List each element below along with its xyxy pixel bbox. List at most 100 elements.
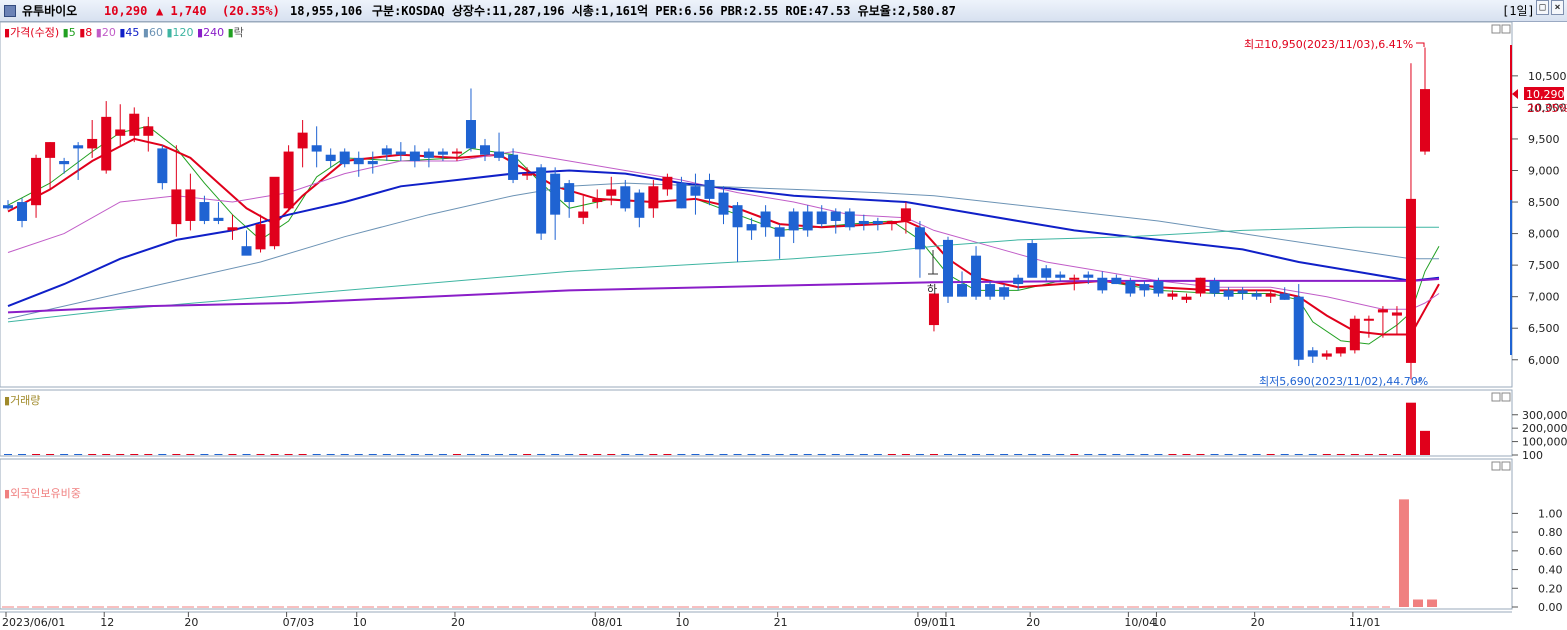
candle-body xyxy=(788,211,799,231)
close-button[interactable]: × xyxy=(1551,0,1564,15)
candle-body xyxy=(634,192,645,218)
candle-body xyxy=(1069,277,1080,280)
volume-bar xyxy=(1042,454,1051,455)
volume-bar xyxy=(158,454,167,455)
candle-body xyxy=(886,220,897,225)
price-tick-label: 7,000 xyxy=(1528,291,1560,304)
x-tick-label: 20 xyxy=(184,616,198,629)
maximize-button[interactable]: □ xyxy=(1536,0,1549,15)
volume-bar xyxy=(340,454,349,455)
foreign-bar xyxy=(1413,599,1423,607)
candle-body xyxy=(325,154,336,162)
volume-bar xyxy=(382,454,391,455)
candle-body xyxy=(1377,309,1388,313)
volume-bar xyxy=(1364,454,1373,455)
candle-body xyxy=(522,173,533,176)
candle-body xyxy=(942,239,953,297)
candle-body xyxy=(914,227,925,250)
price-tick-label: 6,500 xyxy=(1528,322,1560,335)
candle-body xyxy=(662,176,673,190)
volume-bar xyxy=(523,454,532,455)
price-panel xyxy=(0,21,1513,388)
volume-panel-buttons[interactable] xyxy=(1491,392,1511,402)
foreign-tick-label: 1.00 xyxy=(1538,507,1563,520)
volume-bar xyxy=(733,454,742,455)
volume-bar xyxy=(1196,454,1205,455)
period-selector[interactable]: [1일] xyxy=(1502,4,1535,18)
price-tick-label: 8,000 xyxy=(1528,228,1560,241)
volume-bar xyxy=(88,454,97,455)
ha-mark: 하 xyxy=(927,282,937,296)
volume-bar xyxy=(4,454,12,455)
candle-body xyxy=(101,116,112,171)
volume-bar xyxy=(495,454,504,455)
volume-bar xyxy=(172,454,181,455)
candle-body xyxy=(465,120,476,149)
volume-bar xyxy=(396,454,405,455)
candle-body xyxy=(1293,296,1304,360)
candle-body xyxy=(1279,293,1290,300)
volume-bar xyxy=(298,454,307,455)
ma-line-240 xyxy=(7,278,1440,314)
volume-bar xyxy=(958,454,967,455)
x-tick-label: 20 xyxy=(1026,616,1040,629)
volume-bar xyxy=(312,454,321,455)
volume-bar xyxy=(551,454,560,455)
volume-bar xyxy=(1098,454,1107,455)
candle-body xyxy=(1083,274,1094,278)
candle-body xyxy=(269,176,280,247)
ma-line-120 xyxy=(7,226,1439,323)
candle-body xyxy=(620,186,631,209)
range-bar-up xyxy=(1510,45,1512,200)
candle-body xyxy=(3,205,13,209)
candle-body xyxy=(578,211,589,218)
x-tick-label: 2023/06/01 xyxy=(2,616,65,629)
price-tick-label: 8,500 xyxy=(1528,196,1560,209)
candle-body xyxy=(115,129,126,136)
candle-body xyxy=(830,211,841,221)
candle-body xyxy=(31,157,42,206)
candle-body xyxy=(423,151,434,158)
candle-body xyxy=(816,211,827,225)
volume-bar xyxy=(228,454,237,455)
volume-bar xyxy=(803,454,812,455)
volume-bar xyxy=(452,454,461,455)
volume-bar xyxy=(607,454,616,455)
volume-bar xyxy=(873,454,882,455)
volume-bar xyxy=(326,454,335,455)
volume-bar xyxy=(1056,454,1065,455)
candle-body xyxy=(1265,293,1276,297)
volume-bar xyxy=(256,454,265,455)
candle-body xyxy=(1167,293,1178,297)
candle-body xyxy=(704,179,715,199)
candle-body xyxy=(73,145,84,149)
price-panel-buttons[interactable] xyxy=(1491,24,1511,34)
volume-bar xyxy=(537,454,546,455)
volume-bar xyxy=(270,454,279,455)
stock-name[interactable]: 유투바이오 xyxy=(22,4,78,18)
price-tick-label: 10,500 xyxy=(1528,70,1567,83)
foreign-panel-buttons[interactable] xyxy=(1491,461,1511,471)
volume-bar xyxy=(1084,454,1093,455)
x-tick-label: 20 xyxy=(1251,616,1265,629)
candle-body xyxy=(437,151,448,155)
x-tick-label: 10/04 xyxy=(1124,616,1156,629)
volume-bar xyxy=(649,454,658,455)
candle-body xyxy=(1223,290,1234,297)
volume-bar xyxy=(1405,402,1416,455)
range-bar-down xyxy=(1510,200,1512,355)
candle-body xyxy=(297,132,308,149)
candle-body xyxy=(339,151,350,165)
volume-bar xyxy=(831,454,840,455)
x-tick-label: 10 xyxy=(675,616,689,629)
volume-bar xyxy=(1280,454,1289,455)
volume-bar xyxy=(1210,454,1219,455)
volume-bar xyxy=(60,454,69,455)
volume-bar xyxy=(691,454,700,455)
candle-body xyxy=(1153,280,1164,294)
volume-bar xyxy=(1420,430,1430,455)
price-tick-label: 9,000 xyxy=(1528,164,1560,177)
x-tick-label: 07/03 xyxy=(283,616,315,629)
candle-body xyxy=(1055,274,1066,278)
volume-bar xyxy=(761,454,770,455)
